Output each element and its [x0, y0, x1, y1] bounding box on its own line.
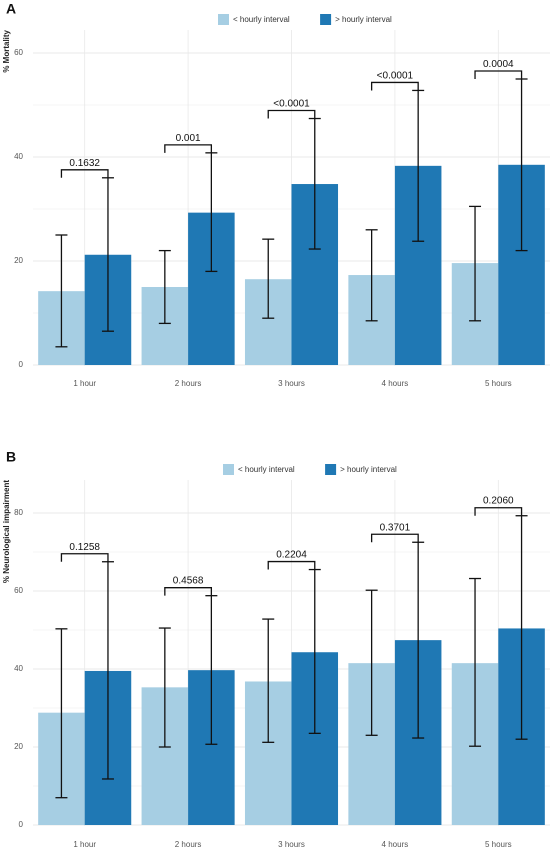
panel-letter: A — [6, 1, 16, 17]
pvalue-bracket — [164, 144, 213, 153]
y-tick-label: 80 — [14, 508, 23, 517]
y-tick-label: 60 — [14, 586, 23, 595]
pvalue-label: 0.0004 — [483, 59, 514, 70]
panel-b: B < hourly interval > hourly interval 0 20 40… — [2, 449, 550, 849]
x-tick-label: 1 hour — [73, 379, 96, 388]
pvalue-label: <0.0001 — [377, 70, 414, 81]
legend-swatch — [223, 464, 234, 475]
legend-swatch — [325, 464, 337, 475]
error-bars — [55, 515, 528, 799]
y-tick-label: 0 — [19, 820, 24, 829]
pvalue-bracket — [267, 560, 316, 570]
legend-label: > hourly interval — [340, 465, 397, 474]
bars — [38, 628, 545, 825]
legend-label: < hourly interval — [233, 15, 290, 24]
pvalue-label: 0.4568 — [173, 576, 204, 587]
x-tick-label: 5 hours — [485, 840, 512, 849]
panel-letter: B — [6, 449, 16, 465]
y-tick-label: 40 — [14, 664, 23, 673]
x-tick-label: 3 hours — [278, 840, 305, 849]
legend: < hourly interval > hourly interval — [223, 464, 397, 475]
legend-swatch — [320, 14, 332, 25]
x-tick-label: 1 hour — [73, 840, 96, 849]
pvalue-bracket — [474, 507, 523, 516]
x-tick-label: 3 hours — [278, 379, 305, 388]
y-tick-label: 40 — [14, 152, 23, 161]
pvalue-label: 0.2060 — [483, 496, 514, 507]
legend: < hourly interval > hourly interval — [218, 14, 392, 25]
x-tick-label: 5 hours — [485, 379, 512, 388]
pvalue-label: <0.0001 — [273, 99, 310, 110]
y-tick-label: 20 — [14, 742, 23, 751]
pvalue-brackets: 0.1258 0.4568 0.2204 0.3701 0.2060 — [60, 496, 523, 596]
pvalue-bracket — [60, 553, 109, 562]
y-tick-label: 20 — [14, 256, 23, 265]
pvalue-bracket — [370, 81, 419, 91]
y-tick-label: 60 — [14, 48, 23, 57]
pvalue-bracket — [60, 169, 109, 178]
x-tick-label: 4 hours — [382, 379, 409, 388]
legend-label: < hourly interval — [238, 465, 295, 474]
pvalue-label: 0.001 — [176, 133, 201, 144]
pvalue-label: 0.2204 — [276, 550, 307, 561]
pvalue-brackets: 0.1632 0.001 <0.0001 <0.0001 0.0004 — [60, 59, 523, 178]
pvalue-label: 0.1632 — [69, 158, 100, 169]
y-tick-label: 0 — [19, 360, 24, 369]
x-tick-label: 4 hours — [382, 840, 409, 849]
panel-a: A < hourly interval > hourly interval 0 20 40… — [2, 1, 550, 388]
error-bars — [55, 78, 528, 348]
pvalue-bracket — [164, 587, 213, 596]
bars — [38, 164, 545, 365]
x-tick-label: 2 hours — [175, 840, 202, 849]
pvalue-label: 0.3701 — [380, 522, 411, 533]
y-axis-label: % Neurological impairment — [2, 480, 11, 583]
pvalue-label: 0.1258 — [69, 542, 100, 553]
legend-label: > hourly interval — [335, 15, 392, 24]
legend-swatch — [218, 14, 229, 25]
y-axis-label: % Mortality — [2, 29, 11, 72]
pvalue-bracket — [267, 109, 316, 119]
pvalue-bracket — [474, 70, 523, 79]
x-tick-label: 2 hours — [175, 379, 202, 388]
pvalue-bracket — [370, 533, 419, 543]
